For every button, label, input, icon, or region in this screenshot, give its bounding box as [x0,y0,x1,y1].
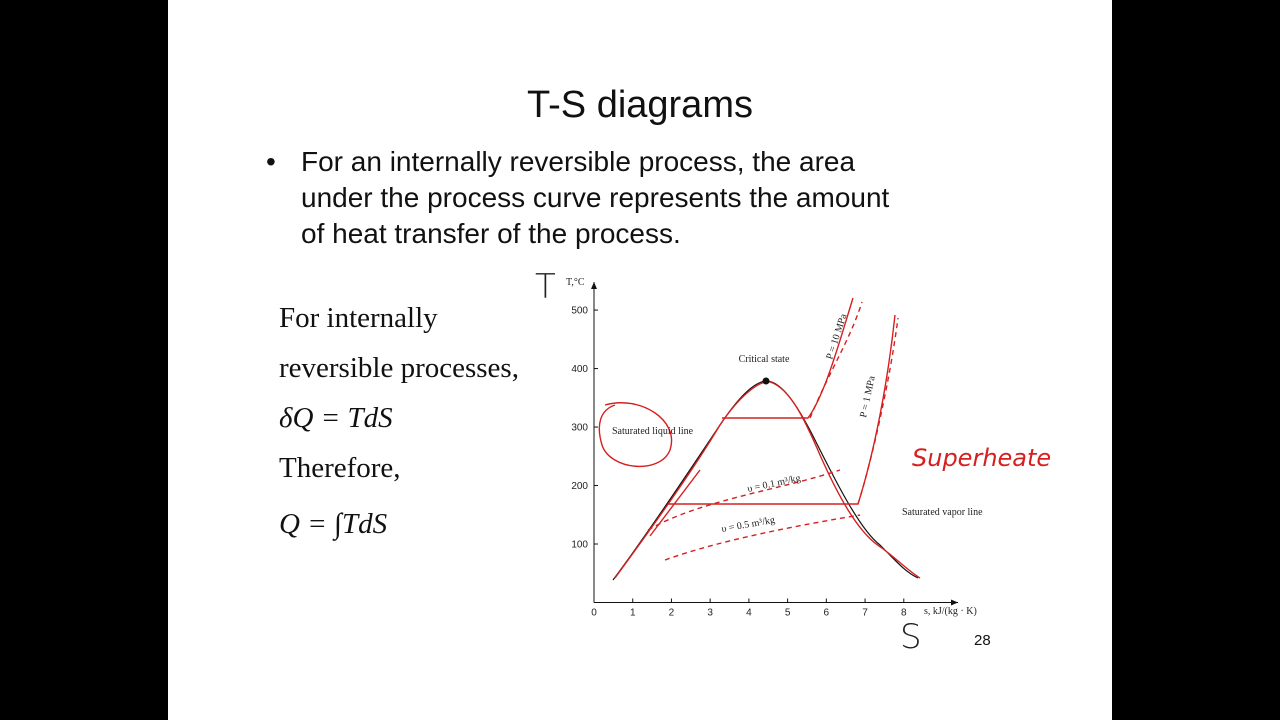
annotation: Critical state [739,354,790,365]
annotation: υ = 0.5 m³/kg [721,515,776,535]
annotation: P = 10 MPa [824,312,849,361]
x-tick-label: 0 [591,608,597,619]
x-tick-label: 6 [824,608,830,619]
handwritten-t: T [535,267,556,307]
slide: T-S diagrams • For an internally reversi… [168,0,1112,720]
x-tick-label: 3 [707,608,713,619]
body-text: reversible processes, [279,352,519,384]
isochore-05 [664,514,861,561]
bullet-line: under the process curve represents the a… [301,182,890,213]
x-tick-label: 7 [862,608,868,619]
x-tick-label: 5 [785,608,791,619]
y-tick-label: 100 [571,540,588,551]
x-tick-label: 4 [746,608,752,619]
isochore-01 [647,469,841,531]
equation: Q = ∫TdS [279,508,388,540]
equation: δQ = TdS [279,402,393,434]
y-tick-label: 300 [571,423,588,434]
y-tick-label: 200 [571,481,588,492]
axis-arrow [951,599,958,606]
bullet-marker: • [266,146,276,177]
x-axis-label: s, kJ/(kg · K) [924,606,977,617]
critical-point [762,377,770,385]
handwritten-note: Superheate [912,444,1051,472]
annotation: Saturated liquid line [612,426,694,437]
y-tick-label: 500 [571,306,588,317]
x-tick-label: 8 [901,608,907,619]
handwritten-s: S [900,617,922,657]
y-axis-label: T,°C [566,277,585,288]
isobar-10mpa [722,297,854,419]
x-tick-label: 2 [669,608,675,619]
bullet-line: of heat transfer of the process. [301,218,681,249]
y-tick-label: 400 [571,364,588,375]
body-text: Therefore, [279,452,401,484]
annotation: P = 1 MPa [858,374,878,418]
hand-circle [598,402,673,468]
traced-dome [614,381,921,579]
hand-stroke [649,469,701,537]
slide-title: T-S diagrams [527,84,753,126]
bullet-line: For an internally reversible process, th… [301,146,856,177]
page-number: 28 [974,632,991,649]
annotation: υ = 0.1 m³/kg [746,473,801,495]
x-tick-label: 1 [630,608,636,619]
isobar-dashed [857,317,899,505]
body-text: For internally [279,302,438,334]
annotation: Saturated vapor line [902,507,983,518]
axis-arrow [591,282,597,289]
